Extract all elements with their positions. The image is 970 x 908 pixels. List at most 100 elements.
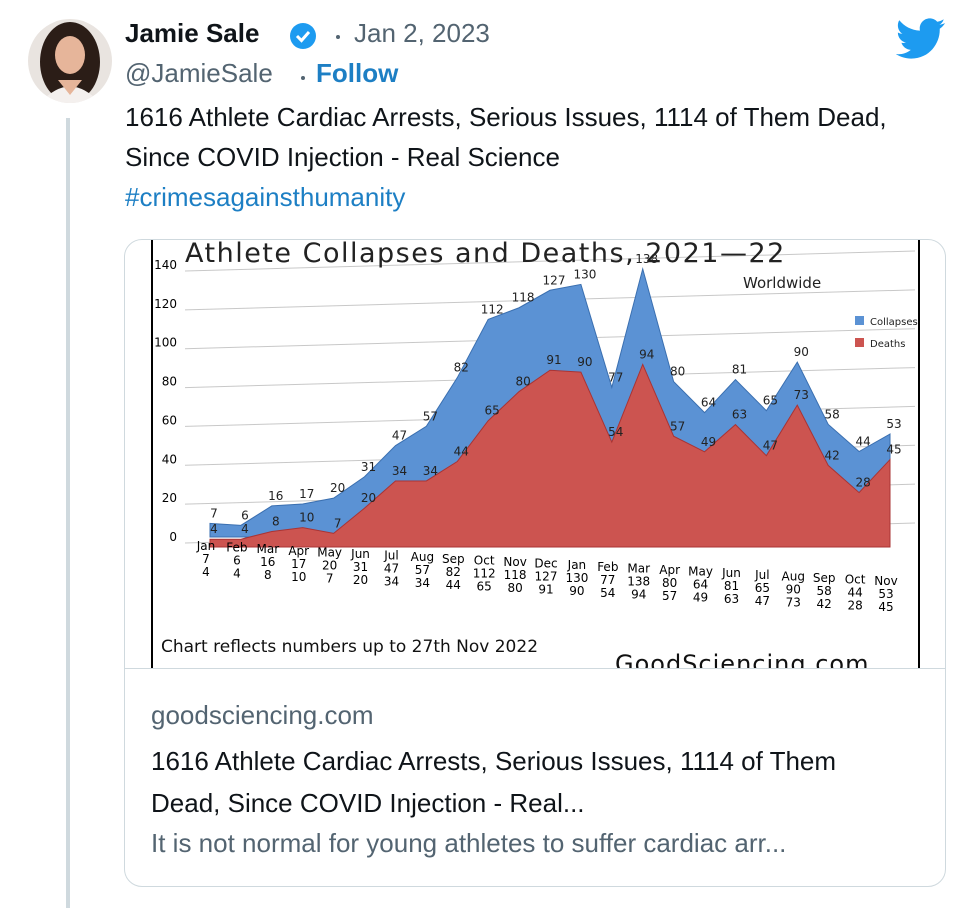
avatar-column	[28, 19, 112, 908]
y-tick-label: 80	[162, 375, 177, 389]
x-value-label: 57	[415, 563, 430, 577]
x-tick-label: Feb	[226, 541, 247, 555]
legend-swatch	[855, 338, 864, 347]
x-value-label: 54	[600, 586, 615, 600]
x-value-label: 28	[847, 599, 862, 613]
legend-label: Deaths	[870, 339, 905, 350]
x-value-label: 90	[786, 582, 801, 596]
x-tick-label: May	[317, 545, 342, 559]
legend-swatch	[855, 316, 864, 325]
data-label: 112	[481, 302, 504, 316]
x-value-label: 73	[786, 595, 801, 609]
author-name[interactable]: Jamie Sale	[125, 18, 260, 48]
x-tick-label: Apr	[288, 544, 309, 558]
data-label: 64	[701, 396, 716, 410]
x-tick-label: Oct	[845, 573, 866, 587]
handle[interactable]: @JamieSale	[125, 58, 273, 88]
link-card[interactable]: 0 20 40 60 80 100 120 140 Athlete Collapses and …	[124, 239, 946, 887]
x-value-label: 77	[600, 573, 615, 587]
twitter-logo[interactable]	[896, 18, 946, 60]
x-value-label: 6	[233, 554, 241, 568]
x-value-label: 57	[662, 589, 677, 603]
y-tick-label: 100	[154, 336, 177, 350]
data-label: 90	[577, 355, 592, 369]
y-tick-label: 60	[162, 413, 177, 427]
follow-button[interactable]: Follow	[316, 58, 399, 88]
x-tick-label: Sep	[813, 571, 836, 585]
x-tick-label: Mar	[627, 561, 650, 575]
data-label: 44	[855, 435, 870, 449]
data-label: 10	[299, 511, 314, 525]
tweet-date[interactable]: Jan 2, 2023	[354, 18, 490, 48]
data-label: 65	[763, 394, 778, 408]
data-label: 34	[392, 464, 407, 478]
data-label: 4	[241, 522, 249, 536]
verified-badge	[290, 23, 316, 49]
x-value-label: 45	[878, 600, 893, 614]
x-value-label: 90	[569, 584, 584, 598]
x-tick-label: Jun	[350, 547, 370, 561]
x-value-label: 7	[202, 552, 210, 566]
data-label: 58	[825, 407, 840, 421]
x-tick-label: May	[688, 565, 713, 579]
tweet-text: 1616 Athlete Cardiac Arrests, Serious Is…	[125, 102, 887, 172]
data-label: 8	[272, 514, 280, 528]
x-value-label: 47	[384, 562, 399, 576]
x-value-label: 20	[322, 558, 337, 572]
x-tick-label: Jun	[721, 566, 741, 580]
x-value-label: 112	[473, 566, 496, 580]
x-value-label: 44	[847, 586, 862, 600]
area	[209, 363, 891, 548]
grid-line	[184, 250, 916, 272]
x-value-label: 53	[878, 587, 893, 601]
y-tick-label: 140	[154, 258, 177, 272]
data-label: 47	[392, 429, 407, 443]
x-value-label: 8	[264, 568, 272, 582]
x-value-label: 64	[693, 578, 708, 592]
data-label: 28	[855, 476, 870, 490]
x-value-label: 17	[291, 557, 306, 571]
data-label: 42	[825, 448, 840, 462]
x-value-label: 65	[477, 579, 492, 593]
chart-note: Chart reflects numbers up to 27th Nov 20…	[161, 637, 538, 657]
x-tick-label: Aug	[411, 550, 434, 564]
card-domain: goodsciencing.com	[151, 700, 374, 730]
x-value-label: 47	[755, 594, 770, 608]
hashtag[interactable]: #crimesagainsthumanity	[125, 182, 406, 212]
data-label: 127	[543, 273, 566, 287]
x-value-label: 4	[233, 567, 241, 581]
x-tick-label: Feb	[597, 560, 618, 574]
x-value-label: 4	[202, 565, 210, 579]
x-value-label: 7	[326, 571, 334, 585]
data-label: 80	[515, 375, 530, 389]
x-tick-label: Sep	[442, 552, 465, 566]
x-value-label: 63	[724, 592, 739, 606]
x-tick-label: Apr	[659, 563, 680, 577]
data-label: 94	[639, 347, 654, 361]
data-label: 57	[423, 409, 438, 423]
data-label: 63	[732, 408, 747, 422]
x-value-label: 91	[538, 583, 553, 597]
data-label: 49	[701, 435, 716, 449]
x-value-label: 34	[384, 575, 399, 589]
data-label: 7	[210, 506, 218, 520]
separator-dot	[336, 35, 340, 39]
avatar[interactable]	[28, 19, 112, 103]
data-label: 6	[241, 508, 249, 522]
data-label: 73	[794, 388, 809, 402]
x-value-label: 44	[446, 578, 461, 592]
data-label: 53	[886, 417, 901, 431]
x-tick-label: Dec	[534, 557, 557, 571]
legend-label: Collapses	[870, 317, 918, 328]
x-value-label: 42	[817, 597, 832, 611]
card-divider	[125, 668, 945, 669]
x-tick-label: Oct	[474, 553, 495, 567]
data-label: 130	[573, 267, 596, 281]
data-label: 20	[330, 481, 345, 495]
x-tick-label: Jul	[383, 549, 398, 563]
x-value-label: 82	[446, 565, 461, 579]
badges	[290, 23, 340, 49]
x-tick-label: Jul	[754, 568, 769, 582]
chart-subtitle: Worldwide	[743, 274, 821, 292]
